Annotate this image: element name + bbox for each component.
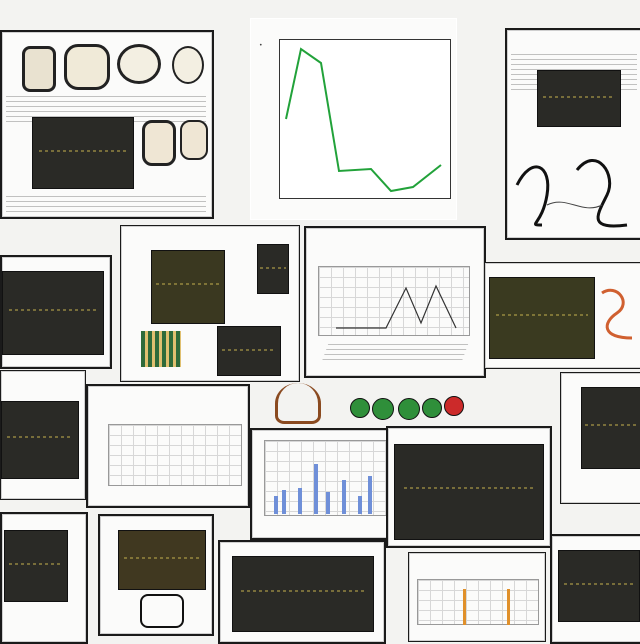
green-dot-icon [422, 398, 442, 418]
insect-specimen-icon [275, 383, 321, 424]
plot-grid [318, 266, 470, 336]
text-lines [322, 340, 470, 360]
bar [282, 490, 286, 514]
specimen-panel [558, 550, 640, 622]
plot-grid [108, 424, 242, 486]
specimen-panel [257, 244, 289, 294]
specimen-drawing [515, 159, 628, 228]
specimen-collage-tile [120, 225, 300, 382]
red-dot-icon [444, 396, 464, 416]
specimen-panel [1, 401, 79, 479]
specimen-photo [117, 44, 161, 84]
specimen-panel [118, 530, 206, 590]
specimen-photo [140, 594, 184, 628]
bar [358, 496, 362, 514]
specimen-photo [22, 46, 56, 92]
green-dot-icon [350, 398, 370, 418]
dark-panel-tile-far-right [560, 372, 640, 504]
peak-series [336, 284, 457, 329]
line-chart-tile: • [250, 18, 457, 220]
bar [507, 589, 510, 625]
specimen-drawing [601, 289, 633, 340]
bar [463, 589, 466, 625]
specimen-tile-bottom [98, 514, 214, 636]
dark-chart-tile-bottom [218, 540, 386, 644]
dark-chart-panel [232, 556, 374, 632]
dark-panel-tile-lower-left [0, 370, 86, 500]
green-dot-icon [398, 398, 420, 420]
specimen-photo [141, 331, 181, 367]
specimen-panel [4, 530, 68, 602]
bar-chart-tile [250, 428, 394, 540]
bar [274, 496, 278, 514]
dark-chart-panel [537, 70, 621, 127]
specimen-photo [142, 120, 176, 166]
bar [326, 492, 330, 514]
line-series [285, 47, 442, 193]
specimen-panel [489, 277, 595, 359]
axis-tick: • [259, 42, 263, 49]
specimen-photo [172, 46, 204, 84]
text-lines [6, 192, 206, 212]
bar-chart-svg [463, 589, 510, 625]
plot-grid [417, 579, 539, 625]
bar-chart-tile-bottom [408, 552, 546, 642]
dark-panel-tile-bottom-right [550, 534, 640, 644]
peak-chart-svg [336, 284, 457, 329]
dark-chart-panel [2, 271, 104, 355]
specimen-panel [217, 326, 281, 376]
peak-chart-tile [304, 226, 486, 378]
dark-panel-tile-bottom-left [0, 512, 88, 644]
specimen-photo [180, 120, 208, 160]
specimen-photo [64, 44, 110, 90]
plot-area [279, 39, 451, 199]
dark-chart-tile-center-right [386, 426, 552, 548]
dark-chart-panel [32, 117, 134, 189]
bar [368, 476, 372, 514]
line-chart-svg: • [259, 42, 442, 193]
dark-chart-panel [394, 444, 544, 540]
bar [298, 488, 302, 514]
bar [342, 480, 346, 514]
document-tile-top-right [505, 28, 640, 240]
dark-panel-tile-right [484, 262, 640, 369]
dark-panel-tile-left [0, 255, 112, 369]
green-dot-icon [372, 398, 394, 420]
collage-tile-top-left [0, 30, 214, 219]
dark-chart-panel [581, 387, 640, 469]
bar [314, 464, 318, 514]
specimen-panel [151, 250, 225, 324]
grid-chart-tile [86, 384, 250, 508]
bar-chart-svg [274, 464, 372, 514]
